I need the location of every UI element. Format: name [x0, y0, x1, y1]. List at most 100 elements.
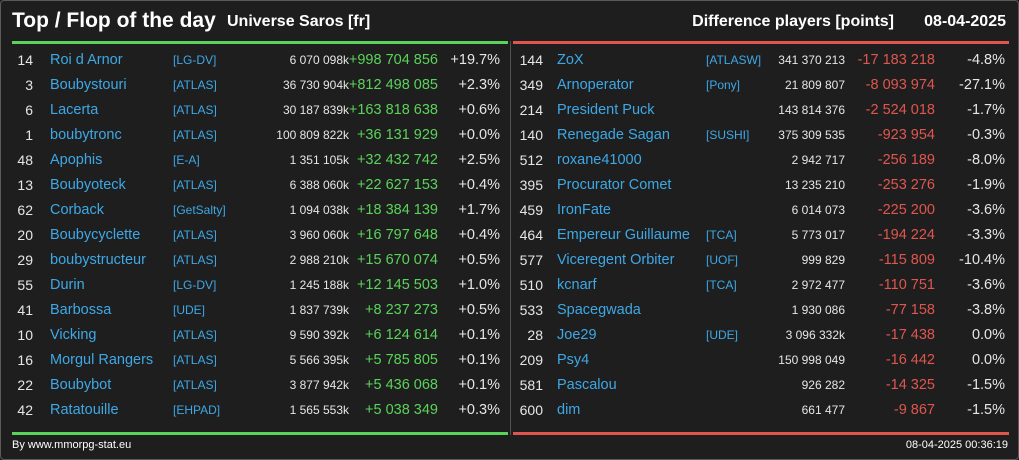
- player-score: 36 730 904k: [282, 78, 349, 92]
- alliance-tag-link[interactable]: [UDE]: [173, 303, 206, 317]
- player-name-link[interactable]: boubytronc: [50, 127, 122, 143]
- player-score: 6 014 073: [791, 203, 845, 217]
- alliance-tag-link[interactable]: [UOF]: [706, 253, 738, 267]
- player-name-link[interactable]: Corback: [50, 202, 104, 218]
- player-name-link[interactable]: ZoX: [557, 52, 584, 68]
- player-rank: 48: [17, 152, 33, 168]
- alliance-tag-link[interactable]: [SUSHI]: [706, 128, 750, 142]
- player-score: 2 972 477: [791, 278, 845, 292]
- player-name-link[interactable]: Lacerta: [50, 102, 99, 118]
- alliance-tag-link[interactable]: [ATLAS]: [173, 228, 217, 242]
- player-rank: 29: [17, 252, 33, 268]
- player-name-link[interactable]: Barbossa: [50, 302, 112, 318]
- player-name-link[interactable]: Arnoperator: [557, 77, 634, 93]
- alliance-tag-link[interactable]: [ATLASW]: [706, 53, 762, 67]
- player-rank: 42: [17, 402, 33, 418]
- date-label: 08-04-2025: [924, 13, 1006, 30]
- alliance-tag-link[interactable]: [EHPAD]: [173, 403, 221, 417]
- percent-change: -3.8%: [967, 302, 1005, 318]
- percent-change: +19.7%: [450, 52, 500, 68]
- top-footer-bar: [12, 432, 508, 435]
- player-rank: 62: [17, 202, 33, 218]
- alliance-tag-link[interactable]: [ATLAS]: [173, 128, 217, 142]
- alliance-tag-link[interactable]: [ATLAS]: [173, 178, 217, 192]
- player-rank: 600: [519, 402, 543, 418]
- alliance-tag-link[interactable]: [UDE]: [706, 328, 739, 342]
- flop-row: 28 Joe29 [UDE] 3 096 332k -17 438 0.0%: [513, 323, 1005, 348]
- percent-change: -4.8%: [967, 52, 1005, 68]
- top-players-table: 14 Roi d Arnor [LG-DV] 6 070 098k +998 704 8…: [12, 48, 500, 423]
- player-name-link[interactable]: Spacegwada: [557, 302, 641, 318]
- player-score: 30 187 839k: [282, 103, 349, 117]
- player-rank: 512: [519, 152, 543, 168]
- player-score: 9 590 392k: [289, 328, 349, 342]
- player-score: 3 877 942k: [289, 378, 349, 392]
- player-score: 341 370 213: [778, 53, 845, 67]
- alliance-tag-link[interactable]: [ATLAS]: [173, 253, 217, 267]
- player-rank: 14: [17, 52, 33, 68]
- top-row: 62 Corback [GetSalty] 1 094 038k +18 384 139…: [12, 198, 500, 223]
- player-score: 21 809 807: [784, 78, 845, 92]
- player-name-link[interactable]: boubystructeur: [50, 252, 146, 268]
- player-score: 2 988 210k: [289, 253, 349, 267]
- player-name-link[interactable]: Pascalou: [557, 377, 617, 393]
- alliance-tag-link[interactable]: [GetSalty]: [173, 203, 226, 217]
- player-name-link[interactable]: roxane41000: [557, 152, 642, 168]
- player-name-link[interactable]: Boubystouri: [50, 77, 127, 93]
- player-name-link[interactable]: Viceregent Orbiter: [557, 252, 675, 268]
- flop-row: 144 ZoX [ATLASW] 341 370 213 -17 183 218 -4.8…: [513, 48, 1005, 73]
- player-name-link[interactable]: Durin: [50, 277, 85, 293]
- player-name-link[interactable]: kcnarf: [557, 277, 597, 293]
- points-difference: -16 442: [885, 352, 935, 368]
- player-name-link[interactable]: Ratatouille: [50, 402, 119, 418]
- alliance-tag-link[interactable]: [ATLAS]: [173, 378, 217, 392]
- player-name-link[interactable]: Bouby​oteck: [50, 177, 126, 193]
- top-row: 29 boubystructeur [ATLAS] 2 988 210k +15 670…: [12, 248, 500, 273]
- player-name-link[interactable]: President Puck: [557, 102, 655, 118]
- player-rank: 459: [519, 202, 543, 218]
- alliance-tag-link[interactable]: [LG-DV]: [173, 53, 217, 67]
- alliance-tag-link[interactable]: [LG-DV]: [173, 278, 217, 292]
- player-rank: 28: [527, 327, 543, 343]
- percent-change: 0.0%: [971, 327, 1005, 343]
- points-difference: +15 670 074: [356, 252, 438, 268]
- generated-timestamp: 08-04-2025 00:36:19: [905, 439, 1008, 451]
- player-name-link[interactable]: Renegade Sagan: [557, 127, 670, 143]
- player-name-link[interactable]: Empereur Guillaume: [557, 227, 690, 243]
- alliance-tag-link[interactable]: [TCA]: [706, 228, 737, 242]
- player-rank: 577: [519, 252, 543, 268]
- alliance-tag-link[interactable]: [Pony]: [706, 78, 741, 92]
- player-name-link[interactable]: Vicking: [50, 327, 97, 343]
- alliance-tag-link[interactable]: [ATLAS]: [173, 78, 217, 92]
- player-name-link[interactable]: Apophis: [50, 152, 103, 168]
- percent-change: +0.1%: [458, 352, 500, 368]
- alliance-tag-link[interactable]: [E-A]: [173, 153, 200, 167]
- top-row: 48 Apophis [E-A] 1 351 105k +32 432 742 +2.5%: [12, 148, 500, 173]
- player-rank: 144: [519, 52, 543, 68]
- alliance-tag-link[interactable]: [ATLAS]: [173, 103, 217, 117]
- flop-row: 581 Pascalou 926 282 -14 325 -1.5%: [513, 373, 1005, 398]
- points-difference: +32 432 742: [356, 152, 438, 168]
- player-score: 6 070 098k: [289, 53, 349, 67]
- player-name-link[interactable]: Boubycyclette: [50, 227, 141, 243]
- player-score: 1 930 086: [791, 303, 845, 317]
- player-name-link[interactable]: IronFate: [557, 202, 611, 218]
- player-name-link[interactable]: Morgul Rangers: [50, 352, 154, 368]
- points-difference: +812 498 085: [348, 77, 438, 93]
- percent-change: +0.1%: [458, 327, 500, 343]
- points-difference: -14 325: [885, 377, 935, 393]
- percent-change: +1.0%: [458, 277, 500, 293]
- player-name-link[interactable]: Psy4: [557, 352, 590, 368]
- player-name-link[interactable]: dim: [557, 402, 581, 418]
- alliance-tag-link[interactable]: [TCA]: [706, 278, 737, 292]
- alliance-tag-link[interactable]: [ATLAS]: [173, 353, 217, 367]
- alliance-tag-link[interactable]: [ATLAS]: [173, 328, 217, 342]
- flop-header-bar: [513, 41, 1009, 44]
- player-name-link[interactable]: Joe29: [557, 327, 597, 343]
- player-score: 150 998 049: [778, 353, 845, 367]
- percent-change: -1.5%: [967, 402, 1005, 418]
- player-name-link[interactable]: Boubybot: [50, 377, 112, 393]
- player-name-link[interactable]: Roi d Arnor: [50, 52, 123, 68]
- top-row: 16 Morgul Rangers [ATLAS] 5 566 395k +5 785 …: [12, 348, 500, 373]
- player-name-link[interactable]: Procurator Comet: [557, 177, 672, 193]
